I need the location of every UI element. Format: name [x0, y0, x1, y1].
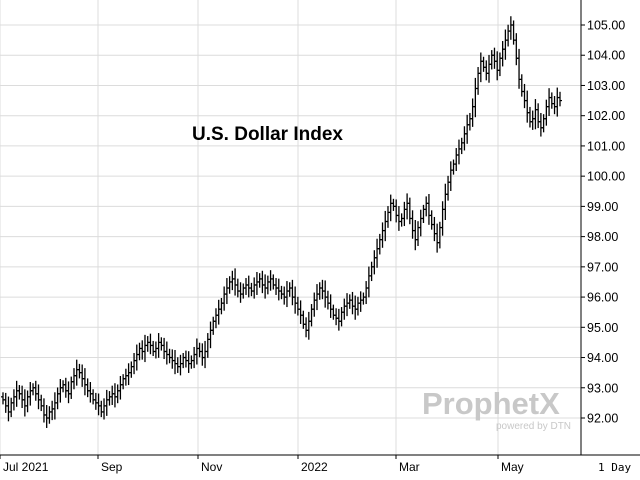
y-tick-label: 102.00: [587, 109, 625, 123]
y-tick-label: 104.00: [587, 49, 625, 63]
y-tick-label: 100.00: [587, 170, 625, 184]
x-axis-tick-labels: Jul 2021 Sep Nov 2022 Mar May: [3, 460, 524, 474]
y-tick-label: 97.00: [587, 260, 618, 274]
y-axis-tick-labels: 92.00 93.00 94.00 95.00 96.00 97.00 98.00 99.00…: [587, 19, 625, 426]
axes: [0, 0, 640, 459]
y-tick-label: 93.00: [587, 381, 618, 395]
y-tick-label: 98.00: [587, 230, 618, 244]
y-tick-label: 94.00: [587, 351, 618, 365]
x-tick-label: Jul 2021: [3, 460, 49, 474]
y-tick-label: 92.00: [587, 412, 618, 426]
y-tick-label: 101.00: [587, 139, 625, 153]
grid-lines: [0, 0, 581, 455]
x-tick-label: May: [501, 460, 524, 474]
y-tick-label: 95.00: [587, 321, 618, 335]
watermark-tagline: powered by DTN: [496, 421, 571, 432]
y-tick-label: 105.00: [587, 19, 625, 33]
x-tick-label: Nov: [201, 460, 222, 474]
x-tick-label: 2022: [301, 460, 328, 474]
x-tick-label: Mar: [399, 460, 420, 474]
watermark-brand: ProphetX: [422, 386, 560, 421]
y-tick-label: 103.00: [587, 79, 625, 93]
y-tick-label: 99.00: [587, 200, 618, 214]
x-tick-label: Sep: [101, 460, 123, 474]
period-label[interactable]: 1 Day: [598, 461, 631, 474]
ohlc-bar: [558, 91, 562, 107]
price-bars: [1, 16, 562, 428]
y-tick-label: 96.00: [587, 291, 618, 305]
chart-title: U.S. Dollar Index: [192, 124, 343, 145]
prophetx-watermark: ProphetX powered by DTN: [422, 386, 571, 432]
